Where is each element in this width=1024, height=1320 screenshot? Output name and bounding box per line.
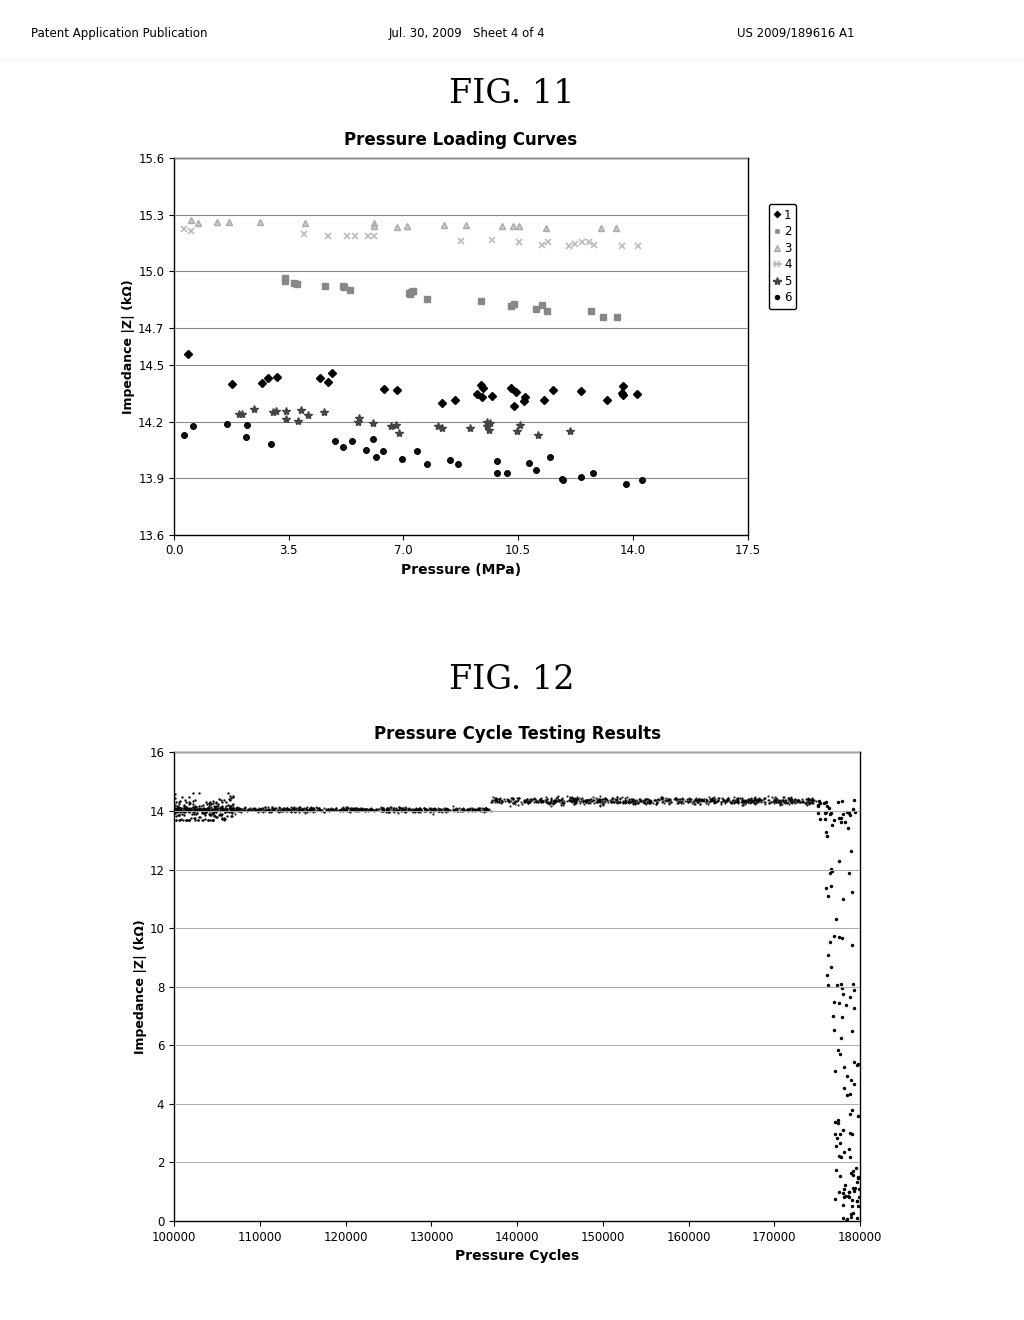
Title: Pressure Cycle Testing Results: Pressure Cycle Testing Results: [374, 725, 660, 743]
Text: Jul. 30, 2009   Sheet 4 of 4: Jul. 30, 2009 Sheet 4 of 4: [389, 26, 546, 40]
Title: Pressure Loading Curves: Pressure Loading Curves: [344, 131, 578, 149]
Text: US 2009/189616 A1: US 2009/189616 A1: [737, 26, 855, 40]
Y-axis label: Impedance |Z| (kΩ): Impedance |Z| (kΩ): [133, 919, 146, 1055]
Text: Patent Application Publication: Patent Application Publication: [31, 26, 207, 40]
Legend: 1, 2, 3, 4, 5, 6: 1, 2, 3, 4, 5, 6: [769, 203, 797, 309]
X-axis label: Pressure (MPa): Pressure (MPa): [400, 562, 521, 577]
Text: FIG. 12: FIG. 12: [450, 664, 574, 696]
Y-axis label: Impedance |Z| (kΩ): Impedance |Z| (kΩ): [122, 279, 135, 414]
Text: FIG. 11: FIG. 11: [450, 78, 574, 110]
X-axis label: Pressure Cycles: Pressure Cycles: [455, 1249, 580, 1263]
